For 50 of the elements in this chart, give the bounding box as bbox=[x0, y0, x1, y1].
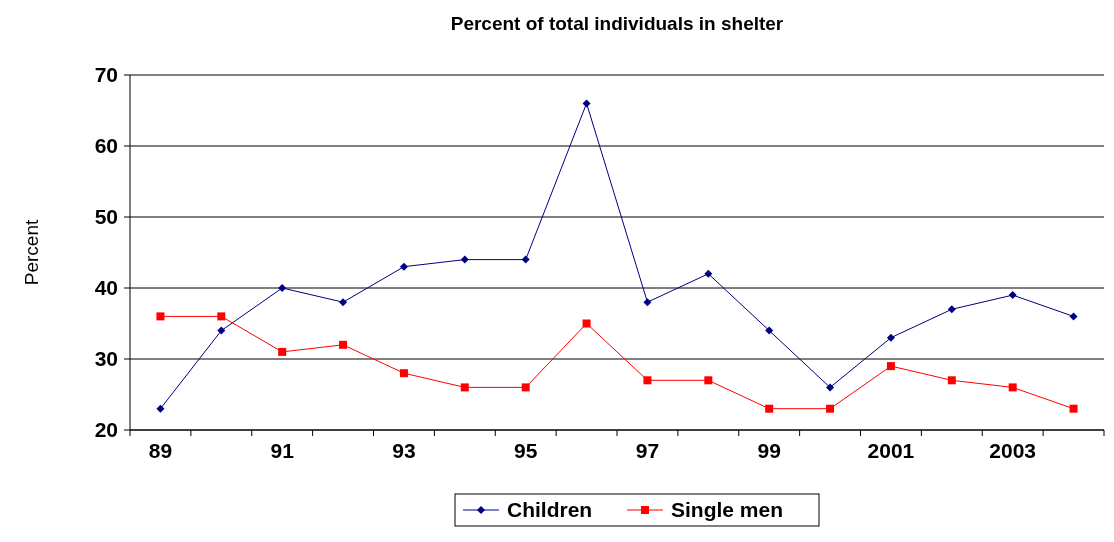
point bbox=[582, 319, 591, 328]
x-tick-label: 89 bbox=[148, 439, 173, 462]
point bbox=[643, 298, 652, 307]
point bbox=[704, 269, 713, 278]
point bbox=[643, 376, 652, 385]
point bbox=[399, 369, 408, 378]
point bbox=[947, 376, 956, 385]
point bbox=[826, 404, 835, 413]
point bbox=[765, 404, 774, 413]
x-tick-label: 97 bbox=[635, 439, 660, 462]
point bbox=[339, 298, 348, 307]
point bbox=[278, 284, 287, 292]
point bbox=[704, 376, 713, 385]
y-tick-label: 40 bbox=[94, 276, 118, 300]
x-tick-label: 2001 bbox=[867, 439, 915, 462]
x-tick-label: 99 bbox=[757, 439, 781, 462]
x-tick-label: 2003 bbox=[989, 439, 1037, 462]
x-tick-label: 95 bbox=[514, 439, 538, 462]
y-axis-title: Percent bbox=[21, 219, 42, 286]
chart-title: Percent of total individuals in shelter bbox=[450, 13, 784, 34]
point bbox=[1008, 383, 1017, 392]
point bbox=[582, 99, 591, 108]
point bbox=[399, 262, 408, 271]
legend-label: Children bbox=[507, 498, 593, 522]
point bbox=[217, 326, 226, 335]
y-tick-label: 50 bbox=[94, 205, 118, 229]
point bbox=[156, 404, 165, 413]
point bbox=[156, 312, 165, 321]
y-tick-label: 20 bbox=[94, 418, 118, 442]
point bbox=[886, 362, 895, 371]
x-tick-label: 91 bbox=[270, 439, 295, 462]
point bbox=[1008, 291, 1017, 300]
point bbox=[339, 340, 348, 349]
point bbox=[460, 255, 469, 264]
y-tick-label: 30 bbox=[94, 347, 118, 371]
y-tick-label: 60 bbox=[94, 134, 118, 158]
point bbox=[886, 333, 895, 342]
point bbox=[460, 383, 469, 392]
point bbox=[521, 255, 530, 264]
legend-label: Single men bbox=[671, 498, 784, 522]
x-tick-label: 93 bbox=[392, 439, 416, 462]
point bbox=[765, 326, 774, 335]
point bbox=[1069, 404, 1078, 413]
y-tick-label: 70 bbox=[94, 63, 118, 87]
point bbox=[947, 305, 956, 314]
point bbox=[1069, 312, 1078, 321]
point bbox=[217, 312, 226, 321]
point bbox=[278, 347, 287, 356]
point bbox=[826, 383, 835, 392]
point bbox=[521, 383, 530, 392]
